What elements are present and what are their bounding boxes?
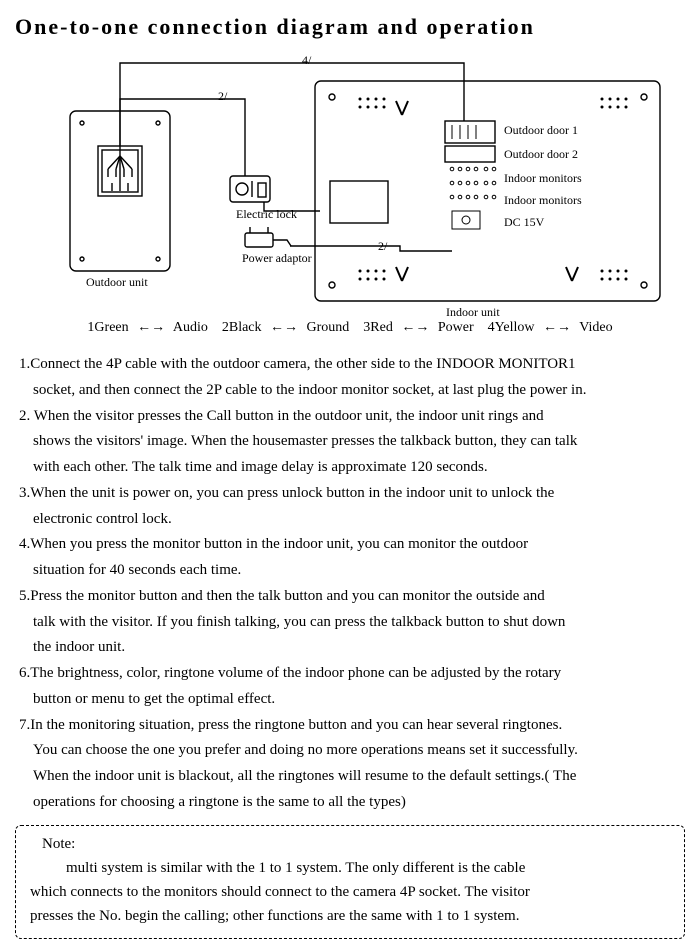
step-line: situation for 40 seconds each time. <box>19 558 685 583</box>
operation-steps: 1.Connect the 4P cable with the outdoor … <box>15 352 685 815</box>
legend-item: 4Yellow ←→ Video <box>488 320 613 335</box>
step-line: with each other. The talk time and image… <box>19 455 685 480</box>
step-line: 4.When you press the monitor button in t… <box>19 532 685 557</box>
note-body: multi system is similar with the 1 to 1 … <box>30 856 670 880</box>
step-line: 2. When the visitor presses the Call but… <box>19 404 685 429</box>
outdoor-door-1-label: Outdoor door 1 <box>504 121 578 139</box>
step-line: 7.In the monitoring situation, press the… <box>19 713 685 738</box>
wire-2b-label: 2/ <box>378 237 387 255</box>
step-line: the indoor unit. <box>19 635 685 660</box>
indoor-unit-label: Indoor unit <box>446 303 500 321</box>
note-line: presses the No. begin the calling; other… <box>30 904 670 928</box>
electric-lock-label: Electric lock <box>236 205 297 223</box>
outdoor-door-2-label: Outdoor door 2 <box>504 145 578 163</box>
step-line: electronic control lock. <box>19 507 685 532</box>
wire-2a-label: 2/ <box>218 87 227 105</box>
power-adaptor-label: Power adaptor <box>242 249 312 267</box>
step-line: 6.The brightness, color, ringtone volume… <box>19 661 685 686</box>
step-line: socket, and then connect the 2P cable to… <box>19 378 685 403</box>
legend-item: 2Black ←→ Ground <box>222 320 349 335</box>
step-line: 5.Press the monitor button and then the … <box>19 584 685 609</box>
page-title: One-to-one connection diagram and operat… <box>15 10 685 43</box>
outdoor-unit-label: Outdoor unit <box>86 273 148 291</box>
step-line: operations for choosing a ringtone is th… <box>19 790 685 815</box>
note-box: Note: multi system is similar with the 1… <box>15 825 685 939</box>
step-line: button or menu to get the optimal effect… <box>19 687 685 712</box>
indoor-monitors-2-label: Indoor monitors <box>504 191 582 209</box>
legend-item: 1Green ←→ Audio <box>87 320 207 335</box>
wire-color-legend: 1Green ←→ Audio 2Black ←→ Ground 3Red ←→… <box>15 317 685 338</box>
step-line: You can choose the one you prefer and do… <box>19 738 685 763</box>
connection-diagram: 4/ 2/ 2/ Outdoor unit Indoor unit Electr… <box>20 51 680 311</box>
step-line: 1.Connect the 4P cable with the outdoor … <box>19 352 685 377</box>
indoor-monitors-1-label: Indoor monitors <box>504 169 582 187</box>
note-line: which connects to the monitors should co… <box>30 880 670 904</box>
legend-item: 3Red ←→ Power <box>363 320 473 335</box>
step-line: 3.When the unit is power on, you can pre… <box>19 481 685 506</box>
note-title: Note: <box>42 832 670 856</box>
wire-4-label: 4/ <box>302 51 311 69</box>
step-line: shows the visitors' image. When the hous… <box>19 429 685 454</box>
dc-15v-label: DC 15V <box>504 213 544 231</box>
step-line: When the indoor unit is blackout, all th… <box>19 764 685 789</box>
step-line: talk with the visitor. If you finish tal… <box>19 610 685 635</box>
